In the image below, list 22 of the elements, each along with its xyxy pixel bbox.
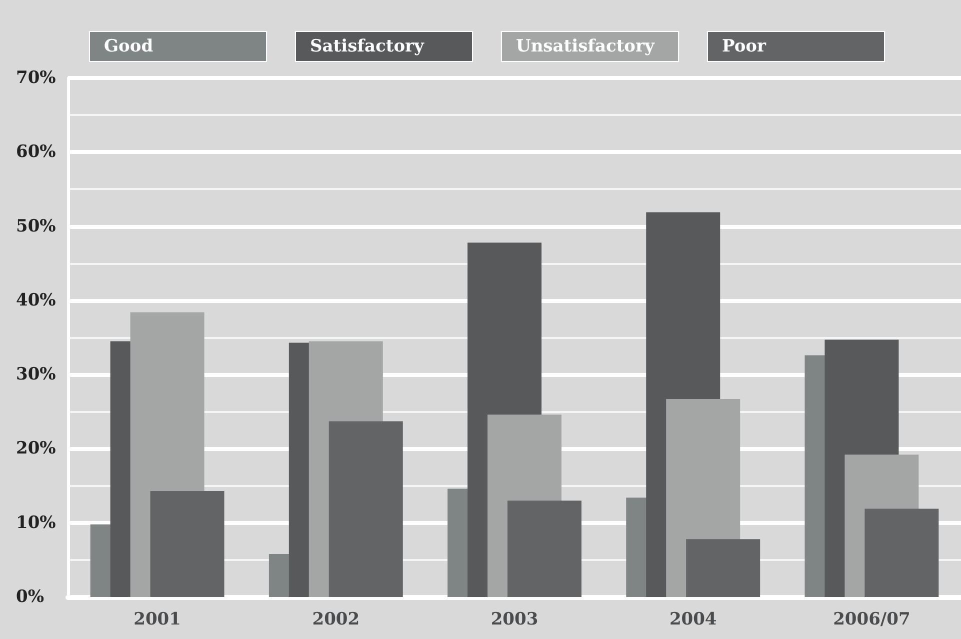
text: Satisfactory	[310, 36, 425, 56]
bar	[864, 508, 939, 597]
text: Unsatisfactory	[516, 36, 656, 56]
x-tick-label: 2003	[490, 610, 538, 630]
text: Good	[104, 36, 154, 56]
x-tick-label: 2004	[669, 610, 717, 630]
y-tick-label: 10%	[16, 512, 56, 533]
x-tick-label: 2002	[312, 610, 360, 630]
y-tick-label: 20%	[16, 438, 56, 459]
x-tick-label: 2001	[134, 610, 181, 630]
y-tick-label: 50%	[16, 216, 56, 236]
x-tick-label: 2006/07	[833, 610, 910, 630]
bar	[686, 539, 760, 597]
y-tick-label: 70%	[16, 68, 56, 88]
bar	[150, 490, 224, 597]
y-tick-label: 30%	[16, 364, 56, 385]
y-tick-label: 0%	[16, 587, 44, 607]
bar	[507, 500, 582, 597]
bar	[328, 421, 403, 597]
text: Poor	[722, 36, 768, 56]
y-tick-label: 60%	[16, 142, 56, 162]
y-tick-label: 40%	[16, 290, 56, 310]
